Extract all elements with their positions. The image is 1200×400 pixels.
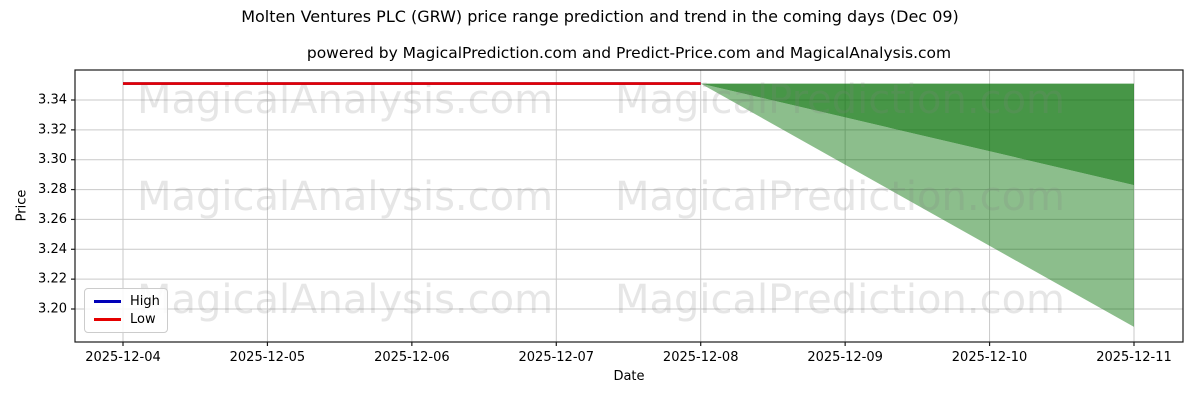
- plot-border: [74, 69, 1184, 343]
- x-tick-label: 2025-12-04: [85, 350, 161, 365]
- legend: High Low: [84, 288, 168, 333]
- x-tick-label: 2025-12-05: [230, 350, 306, 365]
- watermark: MagicalAnalysis.com: [137, 174, 553, 220]
- y-tick-label: 3.20: [38, 302, 67, 317]
- prediction-band-inner-range: [700, 83, 1135, 186]
- y-tick-label: 3.30: [38, 152, 67, 167]
- x-tick-label: 2025-12-10: [952, 350, 1028, 365]
- y-tick-label: 3.32: [38, 122, 67, 137]
- x-tick-label: 2025-12-06: [374, 350, 450, 365]
- chart-title: Molten Ventures PLC (GRW) price range pr…: [241, 7, 959, 26]
- x-tick-label: 2025-12-09: [807, 350, 883, 365]
- legend-label-high: High: [130, 294, 160, 309]
- x-tick-label: 2025-12-11: [1096, 350, 1172, 365]
- watermark: MagicalPrediction.com: [615, 277, 1065, 323]
- watermark: MagicalAnalysis.com: [137, 277, 553, 323]
- y-tick-label: 3.28: [38, 182, 67, 197]
- y-tick-label: 3.22: [38, 272, 67, 287]
- high-line-swatch: [94, 300, 121, 303]
- watermark: MagicalPrediction.com: [615, 174, 1065, 220]
- y-tick-label: 3.34: [38, 93, 67, 108]
- prediction-band-outer-range: [700, 83, 1135, 327]
- legend-item-low: Low: [85, 313, 167, 326]
- x-axis-label: Date: [613, 369, 645, 384]
- y-tick-label: 3.26: [38, 212, 67, 227]
- legend-item-high: High: [85, 295, 167, 308]
- low-line-swatch: [94, 318, 121, 321]
- x-tick-label: 2025-12-08: [663, 350, 739, 365]
- y-axis-label: Price: [14, 189, 30, 222]
- y-tick-label: 3.24: [38, 242, 67, 257]
- chart-subtitle: powered by MagicalPrediction.com and Pre…: [306, 44, 952, 62]
- x-tick-label: 2025-12-07: [519, 350, 595, 365]
- legend-label-low: Low: [130, 312, 156, 327]
